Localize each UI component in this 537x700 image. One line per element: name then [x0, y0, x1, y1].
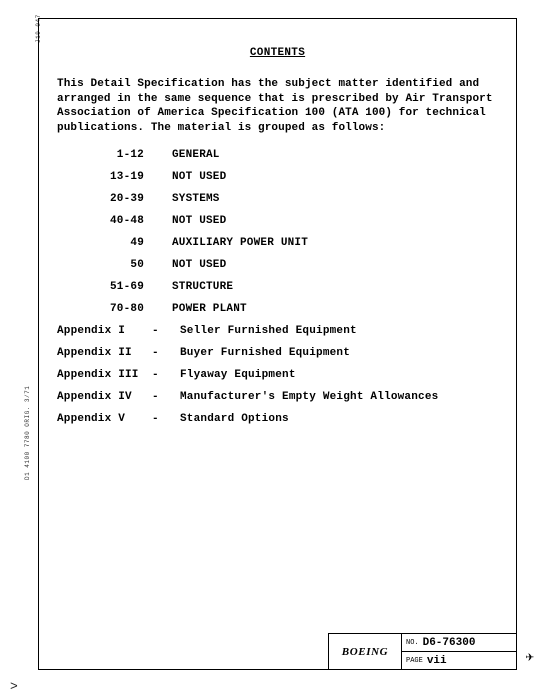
title-block: BOEING NO. D6-76300 PAGE vii: [328, 633, 516, 669]
toc-row: 51-69 STRUCTURE: [57, 281, 498, 293]
toc-range: 13-19: [57, 171, 172, 183]
appendix-dash: -: [152, 391, 180, 403]
appendix-key: Appendix III: [57, 369, 152, 381]
toc-section: 1-12 GENERAL 13-19 NOT USED 20-39 SYSTEM…: [57, 149, 498, 315]
toc-label: GENERAL: [172, 149, 498, 161]
toc-row: 50 NOT USED: [57, 259, 498, 271]
appendix-label: Standard Options: [180, 413, 498, 425]
appendix-row: Appendix III - Flyaway Equipment: [57, 369, 498, 381]
toc-row: 49 AUXILIARY POWER UNIT: [57, 237, 498, 249]
appendix-label: Buyer Furnished Equipment: [180, 347, 498, 359]
page-number-cell: PAGE vii: [402, 652, 516, 669]
appendix-dash: -: [152, 413, 180, 425]
appendix-label: Flyaway Equipment: [180, 369, 498, 381]
toc-row: 40-48 NOT USED: [57, 215, 498, 227]
toc-label: AUXILIARY POWER UNIT: [172, 237, 498, 249]
airplane-icon: ✈: [526, 649, 534, 666]
toc-range: 50: [57, 259, 172, 271]
appendix-dash: -: [152, 347, 180, 359]
contents-heading: CONTENTS: [57, 47, 498, 59]
doc-number-value: D6-76300: [423, 637, 476, 649]
toc-label: NOT USED: [172, 259, 498, 271]
appendix-row: Appendix I - Seller Furnished Equipment: [57, 325, 498, 337]
boeing-logo-text: BOEING: [342, 646, 388, 658]
appendix-dash: -: [152, 325, 180, 337]
toc-range: 51-69: [57, 281, 172, 293]
toc-label: NOT USED: [172, 171, 498, 183]
boeing-logo: BOEING: [329, 634, 402, 669]
toc-row: 70-80 POWER PLANT: [57, 303, 498, 315]
appendix-key: Appendix I: [57, 325, 152, 337]
appendix-label: Seller Furnished Equipment: [180, 325, 498, 337]
intro-paragraph: This Detail Specification has the subjec…: [57, 77, 498, 135]
appendix-label: Manufacturer's Empty Weight Allowances: [180, 391, 498, 403]
page-number-value: vii: [427, 655, 447, 667]
toc-row: 13-19 NOT USED: [57, 171, 498, 183]
toc-label: POWER PLANT: [172, 303, 498, 315]
toc-row: 1-12 GENERAL: [57, 149, 498, 161]
toc-row: 20-39 SYSTEMS: [57, 193, 498, 205]
doc-number-key: NO.: [406, 639, 419, 647]
toc-range: 40-48: [57, 215, 172, 227]
corner-mark: >: [10, 679, 18, 694]
doc-number-cell: NO. D6-76300: [402, 634, 516, 652]
page-number-key: PAGE: [406, 657, 423, 665]
appendix-key: Appendix V: [57, 413, 152, 425]
toc-range: 20-39: [57, 193, 172, 205]
toc-range: 49: [57, 237, 172, 249]
appendix-row: Appendix II - Buyer Furnished Equipment: [57, 347, 498, 359]
appendix-row: Appendix IV - Manufacturer's Empty Weigh…: [57, 391, 498, 403]
title-block-right: NO. D6-76300 PAGE vii: [402, 634, 516, 669]
toc-range: 1-12: [57, 149, 172, 161]
appendix-key: Appendix II: [57, 347, 152, 359]
toc-label: NOT USED: [172, 215, 498, 227]
appendix-row: Appendix V - Standard Options: [57, 413, 498, 425]
toc-label: STRUCTURE: [172, 281, 498, 293]
appendix-key: Appendix IV: [57, 391, 152, 403]
appendix-dash: -: [152, 369, 180, 381]
page: D1 4100 7780 ORIG. 3/71 J19-047 CONTENTS…: [0, 0, 537, 700]
side-form-number: D1 4100 7780 ORIG. 3/71: [24, 386, 31, 480]
toc-range: 70-80: [57, 303, 172, 315]
page-frame: CONTENTS This Detail Specification has t…: [38, 18, 517, 670]
appendix-section: Appendix I - Seller Furnished Equipment …: [57, 325, 498, 425]
toc-label: SYSTEMS: [172, 193, 498, 205]
content-area: CONTENTS This Detail Specification has t…: [57, 47, 498, 435]
